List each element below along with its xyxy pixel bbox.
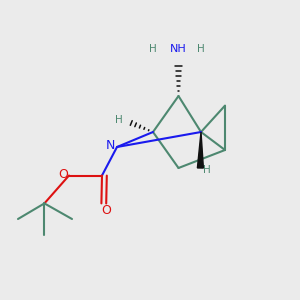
Text: H: H xyxy=(202,165,210,176)
Text: NH: NH xyxy=(170,44,187,54)
Polygon shape xyxy=(197,132,203,168)
Text: H: H xyxy=(149,44,157,54)
Text: H: H xyxy=(197,44,205,54)
Text: H: H xyxy=(115,115,122,125)
Text: O: O xyxy=(102,203,111,217)
Text: O: O xyxy=(59,167,68,181)
Text: N: N xyxy=(106,139,115,152)
